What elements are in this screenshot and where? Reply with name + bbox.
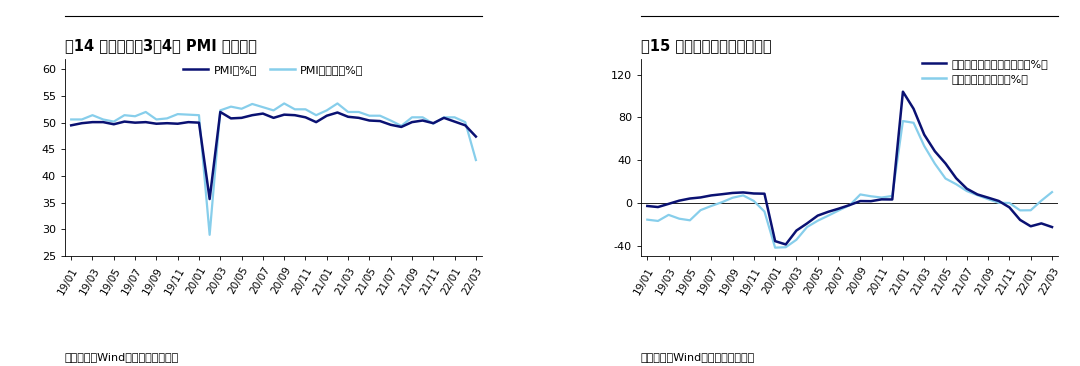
Text: 图15 地产和汽车销售尚未企稳: 图15 地产和汽车销售尚未企稳 — [640, 38, 771, 53]
Legend: PMI（%）, PMI新订单（%）: PMI（%）, PMI新订单（%） — [179, 60, 368, 79]
Text: 图14 疫情影响下3、4月 PMI 再度下滑: 图14 疫情影响下3、4月 PMI 再度下滑 — [65, 38, 257, 53]
Text: 资料来源：Wind，海通证券研究所: 资料来源：Wind，海通证券研究所 — [65, 352, 179, 362]
Text: 资料来源：Wind，海通证券研究所: 资料来源：Wind，海通证券研究所 — [640, 352, 755, 362]
Legend: 商品房销售面积累计同比（%）, 汽车销量累计同比（%）: 商品房销售面积累计同比（%）, 汽车销量累计同比（%） — [917, 54, 1053, 89]
